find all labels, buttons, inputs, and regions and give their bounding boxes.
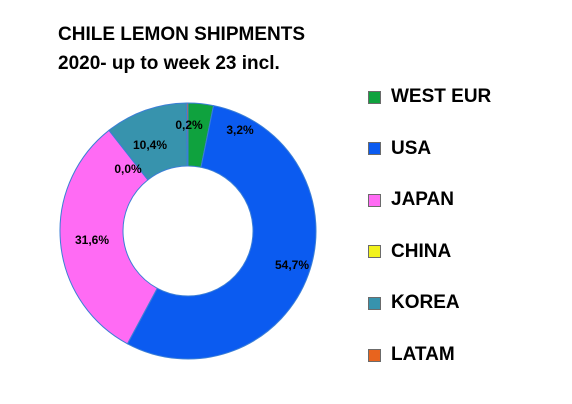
legend-label-latam: LATAM xyxy=(391,344,455,365)
legend-item-china: CHINA xyxy=(368,239,451,265)
data-label-japan: 31,6% xyxy=(75,233,109,247)
legend-label-japan: JAPAN xyxy=(391,189,454,211)
donut-slices xyxy=(59,102,317,360)
legend-item-west-eur: WEST EUR xyxy=(368,84,491,110)
data-label-china: 0,0% xyxy=(114,162,142,176)
legend-swatch-west-eur xyxy=(368,90,381,104)
legend-item-latam: LATAM xyxy=(368,342,455,368)
slice-usa xyxy=(126,104,317,360)
legend-swatch-latam xyxy=(368,348,381,362)
legend-label-korea: KOREA xyxy=(391,292,460,314)
chart-title: CHILE LEMON SHIPMENTS 2020- up to week 2… xyxy=(58,20,305,78)
data-label-latam: 0,2% xyxy=(175,118,203,132)
slice-latam xyxy=(185,102,189,167)
legend-swatch-japan xyxy=(368,193,381,207)
legend-label-usa: USA xyxy=(391,137,432,159)
legend-label-china: CHINA xyxy=(391,240,452,262)
chart-title-line-2: 2020- up to week 23 incl. xyxy=(58,53,280,74)
legend-label-west-eur: WEST EUR xyxy=(391,86,492,107)
legend-item-japan: JAPAN xyxy=(368,187,454,213)
chart-title-line-1: CHILE LEMON SHIPMENTS xyxy=(58,24,306,45)
data-label-korea: 10,4% xyxy=(133,138,167,152)
legend-swatch-usa xyxy=(368,142,381,156)
data-label-usa: 54,7% xyxy=(275,258,309,272)
legend-swatch-china xyxy=(368,245,381,259)
legend-item-usa: USA xyxy=(368,136,431,162)
slice-japan xyxy=(59,129,158,345)
data-label-west-eur: 3,2% xyxy=(226,123,254,137)
legend-swatch-korea xyxy=(368,296,381,310)
legend-item-korea: KOREA xyxy=(368,290,460,316)
data-labels: 3,2% 54,7% 31,6% 0,0% 10,4% 0,2% xyxy=(75,118,309,272)
